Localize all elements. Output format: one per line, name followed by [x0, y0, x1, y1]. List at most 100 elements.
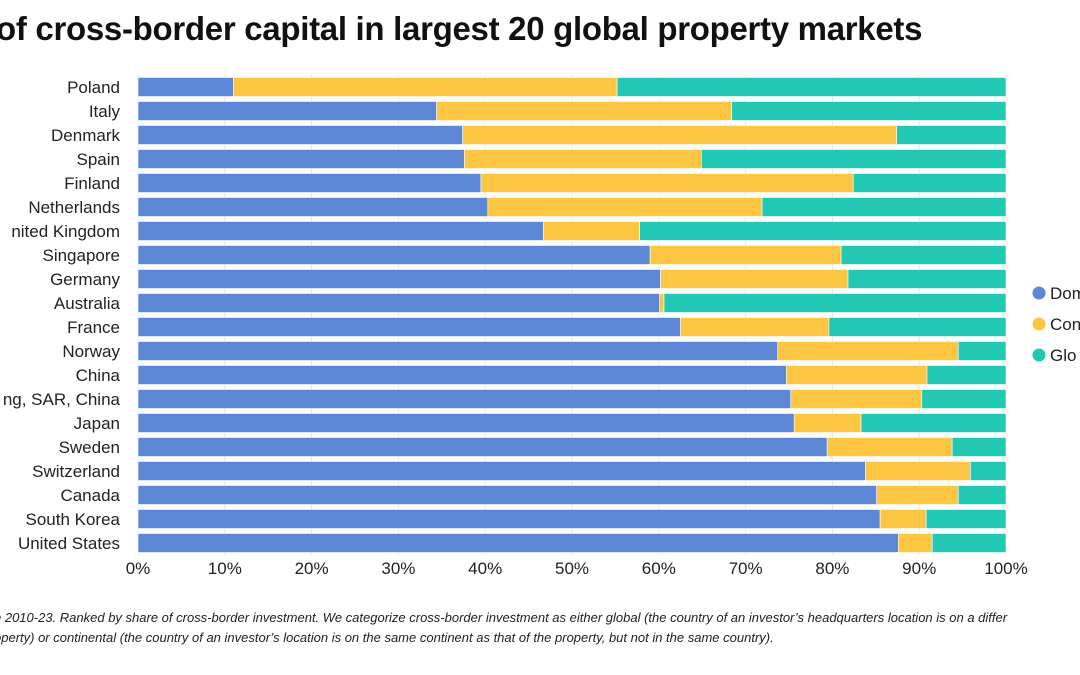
bar-segment	[926, 365, 1007, 385]
bar-segment	[137, 413, 795, 433]
bar-segment	[777, 341, 959, 361]
bar-segment	[731, 101, 1007, 121]
x-tick-label: 20%	[295, 559, 329, 578]
bar-segment	[793, 413, 862, 433]
x-tick-label: 10%	[208, 559, 242, 578]
x-tick-label: 40%	[468, 559, 502, 578]
bar-segment	[931, 533, 1007, 553]
bar-segment	[137, 245, 651, 265]
category-label: Finland	[64, 174, 120, 193]
bar-segment	[847, 269, 1007, 289]
category-label: ng, SAR, China	[3, 390, 121, 409]
bar-segment	[137, 341, 779, 361]
bar-segment	[436, 101, 733, 121]
bar-segment	[761, 197, 1007, 217]
bar-segment	[790, 389, 923, 409]
bar-segment	[137, 173, 482, 193]
category-label: Singapore	[42, 246, 120, 265]
bar-segment	[233, 77, 618, 97]
bar-segment	[137, 533, 899, 553]
bar-segment	[701, 149, 1007, 169]
x-tick-label: 50%	[555, 559, 589, 578]
x-tick-label: 100%	[984, 559, 1027, 578]
bar-segment	[786, 365, 928, 385]
category-label: South Korea	[25, 510, 120, 529]
bar-segment	[921, 389, 1007, 409]
bar-segment	[957, 341, 1007, 361]
bar-segment	[137, 317, 681, 337]
category-label: Sweden	[59, 438, 120, 457]
x-tick-label: 70%	[729, 559, 763, 578]
category-label: nited Kingdom	[11, 222, 120, 241]
bar-segment	[616, 77, 1007, 97]
footnote-line-2: operty) or continental (the country of a…	[0, 630, 774, 645]
x-tick-label: 60%	[642, 559, 676, 578]
category-label: United States	[18, 534, 120, 553]
bar-segment	[663, 293, 1007, 313]
x-tick-label: 0%	[126, 559, 151, 578]
bar-segment	[480, 173, 854, 193]
category-label: Denmark	[51, 126, 120, 145]
bar-segment	[896, 125, 1007, 145]
chart-title: of cross-border capital in largest 20 gl…	[0, 10, 923, 47]
category-label: Italy	[89, 102, 121, 121]
footnote-line-1: e 2010-23. Ranked by share of cross-bord…	[0, 610, 1008, 625]
category-label: China	[76, 366, 121, 385]
legend: Dom Con Glo	[1032, 284, 1080, 365]
bar-segment	[462, 125, 897, 145]
legend-label: Dom	[1050, 284, 1080, 303]
category-label: France	[67, 318, 120, 337]
bar-segment	[137, 269, 661, 289]
bar-segment	[137, 485, 877, 505]
bar-segment	[137, 293, 660, 313]
bar-segment	[660, 269, 849, 289]
stacked-bar-chart: Poland Italy Denmark Spain Finland Netherland…	[3, 75, 1080, 578]
category-label: Canada	[60, 486, 120, 505]
gridlines	[137, 75, 1007, 555]
bar-segment	[137, 437, 828, 457]
legend-label: Con	[1050, 315, 1080, 334]
bar-segment	[852, 173, 1007, 193]
category-label: Germany	[50, 270, 120, 289]
category-label: Australia	[54, 294, 121, 313]
bar-segment	[826, 437, 953, 457]
x-tick-labels: 0% 10% 20% 30% 40% 50% 60% 70% 80% 90% 100%	[126, 559, 1028, 578]
bar-segment	[860, 413, 1007, 433]
footnote: e 2010-23. Ranked by share of cross-bord…	[0, 608, 1080, 648]
bar-segment	[970, 461, 1007, 481]
bar-segment	[137, 221, 544, 241]
bar-segment	[487, 197, 763, 217]
x-tick-label: 30%	[381, 559, 415, 578]
legend-swatch	[1032, 317, 1046, 331]
bar-segment	[639, 221, 1007, 241]
category-label: Poland	[67, 78, 120, 97]
legend-swatch	[1032, 348, 1046, 362]
bar-segment	[865, 461, 971, 481]
bar-segment	[951, 437, 1007, 457]
bar-segment	[898, 533, 933, 553]
bar-segment	[137, 389, 792, 409]
x-tick-label: 80%	[815, 559, 849, 578]
bars	[137, 77, 1007, 553]
bar-segment	[543, 221, 641, 241]
bar-segment	[649, 245, 842, 265]
category-label: Japan	[74, 414, 120, 433]
category-label: Spain	[77, 150, 120, 169]
bar-segment	[137, 125, 463, 145]
legend-swatch	[1032, 286, 1046, 300]
bar-segment	[137, 149, 465, 169]
category-label: Switzerland	[32, 462, 120, 481]
bar-segment	[879, 509, 927, 529]
bar-segment	[925, 509, 1007, 529]
bar-segment	[957, 485, 1007, 505]
bar-segment	[137, 461, 866, 481]
bar-segment	[464, 149, 702, 169]
bar-segment	[659, 293, 665, 313]
bar-segment	[137, 77, 234, 97]
category-label: Norway	[62, 342, 120, 361]
bar-segment	[137, 101, 437, 121]
bar-segment	[137, 509, 881, 529]
bar-segment	[680, 317, 830, 337]
legend-label: Glo	[1050, 346, 1076, 365]
category-labels: Poland Italy Denmark Spain Finland Netherland…	[3, 78, 121, 553]
